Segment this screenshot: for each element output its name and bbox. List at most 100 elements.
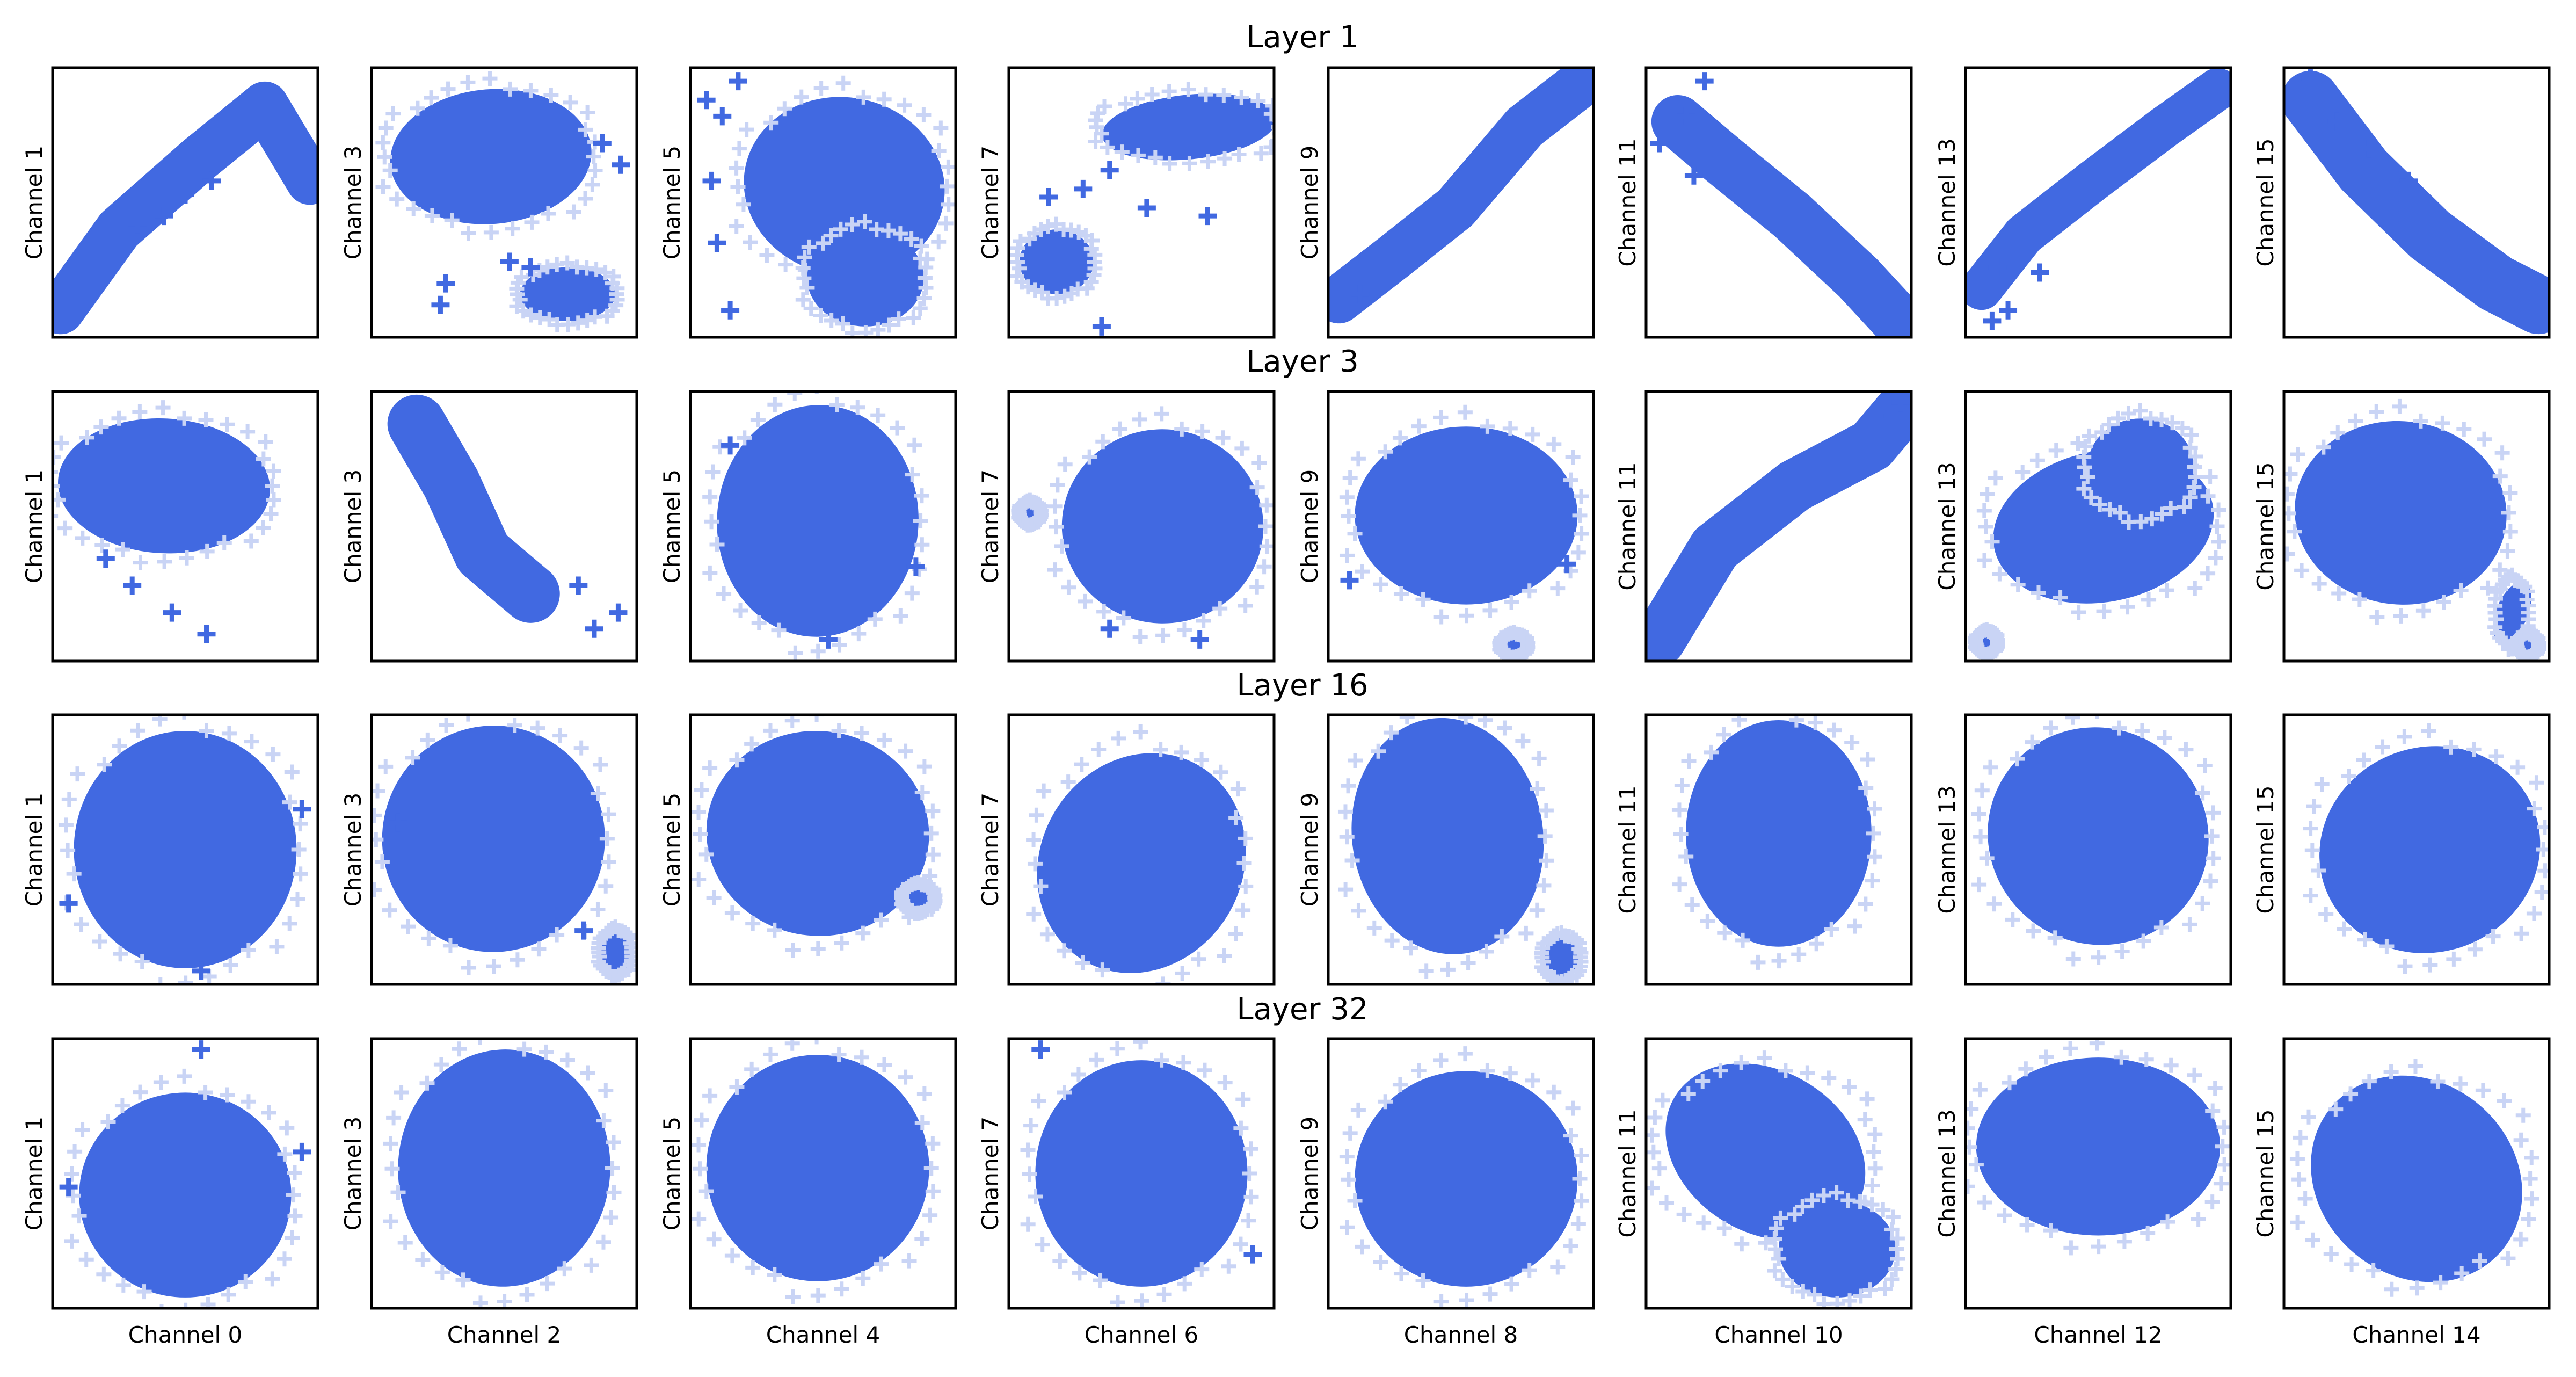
scatter-marker	[1100, 140, 1115, 155]
scatter-marker	[2039, 1049, 2054, 1065]
point-cloud	[1779, 1200, 1896, 1298]
panel-plot-area	[697, 72, 956, 337]
scatter-marker	[1031, 1040, 1050, 1059]
scatter-marker	[2091, 950, 2106, 965]
scatter-marker	[870, 408, 886, 423]
scatter-marker	[383, 1136, 398, 1151]
scatter-marker	[192, 961, 210, 980]
scatter-marker	[590, 786, 606, 801]
scatter-marker	[198, 1085, 213, 1100]
scatter-marker	[566, 204, 581, 220]
scatter-marker	[1344, 853, 1360, 868]
scatter-marker	[1518, 925, 1534, 941]
scatter-marker	[394, 1085, 409, 1100]
scatter-marker	[111, 410, 127, 426]
scatter-marker	[2527, 801, 2542, 816]
scatter-marker	[1130, 148, 1146, 163]
scatter-marker	[2383, 1064, 2399, 1079]
scatter-marker	[378, 759, 394, 774]
scatter-marker	[693, 1161, 708, 1177]
scatter-marker	[1773, 1210, 1788, 1226]
scatter-marker	[2290, 446, 2305, 462]
scatter-marker	[1064, 286, 1079, 301]
scatter-marker	[2413, 413, 2428, 429]
scatter-marker	[906, 437, 922, 453]
scatter-marker	[1978, 519, 1993, 534]
scatter-marker	[1673, 827, 1689, 842]
scatter-marker	[389, 191, 405, 207]
scatter-marker	[1040, 219, 1056, 234]
scatter-marker	[2096, 604, 2112, 619]
scatter-marker	[431, 295, 450, 314]
scatter-marker	[57, 520, 73, 536]
scatter-marker	[1515, 733, 1531, 749]
scatter-marker	[384, 1161, 400, 1177]
panel-frame	[370, 390, 638, 663]
scatter-marker	[1176, 622, 1192, 638]
scatter-marker	[1574, 526, 1589, 541]
scatter-marker	[1460, 955, 1476, 970]
scatter-marker	[1411, 1063, 1427, 1078]
scatter-marker	[1536, 878, 1552, 893]
scatter-marker	[1243, 1245, 1262, 1264]
scatter-marker	[1341, 508, 1356, 524]
scatter-marker	[913, 513, 928, 528]
scatter-marker	[1986, 896, 2002, 912]
scatter-marker	[1651, 1161, 1667, 1176]
scatter-marker	[704, 514, 719, 530]
panel-plot-area	[702, 392, 930, 661]
scatter-marker	[2446, 951, 2462, 967]
scatter-marker	[2157, 730, 2172, 745]
scatter-marker	[1342, 470, 1358, 485]
scatter-marker	[2187, 581, 2203, 596]
scatter-marker	[2116, 1234, 2132, 1249]
scatter-marker	[1112, 421, 1127, 437]
scatter-marker	[2502, 524, 2518, 539]
scatter-marker	[557, 1261, 572, 1277]
scatter-marker	[282, 794, 297, 810]
point-cloud	[2295, 421, 2507, 605]
scatter-marker	[1337, 804, 1353, 820]
point-cloud	[1328, 68, 1593, 324]
scatter-marker	[543, 88, 559, 103]
panel: Channel 15	[2252, 66, 2551, 339]
scatter-marker	[729, 160, 744, 176]
scatter-marker	[2500, 1251, 2516, 1266]
scatter-marker	[810, 941, 826, 956]
scatter-marker	[1672, 876, 1687, 892]
scatter-marker	[2366, 1263, 2381, 1278]
scatter-marker	[1655, 1092, 1670, 1108]
panel-plot-area	[59, 1040, 311, 1308]
scatter-marker	[829, 397, 845, 412]
scatter-marker	[1259, 497, 1274, 513]
scatter-marker	[729, 1079, 745, 1095]
scatter-marker	[2112, 505, 2128, 520]
scatter-marker	[923, 825, 939, 841]
scatter-marker	[549, 927, 565, 943]
scatter-marker	[2182, 489, 2198, 505]
scatter-marker	[133, 1084, 148, 1100]
scatter-marker	[155, 207, 173, 226]
panel-frame	[1327, 390, 1595, 663]
scatter-marker	[586, 149, 601, 164]
scatter-marker	[927, 887, 943, 903]
scatter-marker	[1033, 879, 1049, 894]
scatter-marker	[1847, 918, 1863, 934]
scatter-marker	[698, 1184, 714, 1199]
scatter-marker	[716, 586, 732, 601]
scatter-marker	[1372, 258, 1391, 277]
scatter-marker	[1974, 782, 1990, 798]
scatter-marker	[1734, 1055, 1749, 1070]
scatter-marker	[514, 269, 529, 285]
scatter-marker	[258, 434, 273, 450]
scatter-marker	[59, 894, 78, 913]
scatter-marker	[794, 89, 809, 105]
point-cloud	[717, 405, 919, 637]
y-axis-label: Channel 3	[340, 1117, 366, 1231]
y-axis-label: Channel 7	[977, 469, 1003, 584]
scatter-marker	[539, 1044, 554, 1060]
scatter-marker	[2369, 404, 2384, 419]
scatter-marker	[2301, 69, 2320, 88]
scatter-marker	[1440, 962, 1456, 977]
scatter-marker	[2134, 723, 2150, 738]
